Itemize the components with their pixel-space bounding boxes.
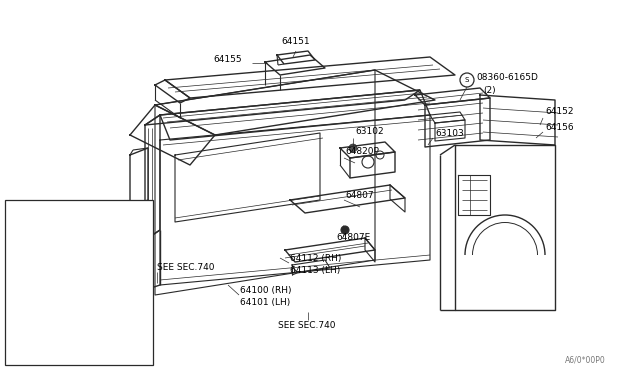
Text: S: S bbox=[465, 77, 469, 83]
Text: 64820E: 64820E bbox=[112, 288, 142, 296]
Text: 64101 (LH): 64101 (LH) bbox=[240, 298, 291, 307]
Text: 64820(B): 64820(B) bbox=[38, 270, 75, 279]
Text: 64151: 64151 bbox=[282, 38, 310, 46]
Text: 64807: 64807 bbox=[345, 190, 374, 199]
Bar bbox=[5, 200, 153, 365]
Text: 64820P: 64820P bbox=[345, 148, 379, 157]
Text: 63102: 63102 bbox=[355, 128, 383, 137]
Text: 64155: 64155 bbox=[214, 55, 243, 64]
Text: 64113 (LH): 64113 (LH) bbox=[290, 266, 340, 275]
Text: 64100 (RH): 64100 (RH) bbox=[240, 285, 291, 295]
Text: SEE SEC.740: SEE SEC.740 bbox=[157, 263, 214, 273]
Circle shape bbox=[103, 293, 107, 297]
Text: SEE SEC.740: SEE SEC.740 bbox=[278, 321, 335, 330]
Text: S: S bbox=[20, 210, 24, 216]
Text: 64152: 64152 bbox=[545, 108, 573, 116]
Text: 64156: 64156 bbox=[545, 124, 573, 132]
Circle shape bbox=[349, 144, 357, 152]
Text: (5): (5) bbox=[38, 215, 49, 224]
Text: 64112 (RH): 64112 (RH) bbox=[290, 253, 341, 263]
Text: (2): (2) bbox=[483, 86, 495, 94]
Circle shape bbox=[341, 226, 349, 234]
Text: 64807E: 64807E bbox=[336, 232, 371, 241]
Text: 08360-6165D: 08360-6165D bbox=[476, 74, 538, 83]
Text: 08363-8165G: 08363-8165G bbox=[32, 203, 86, 212]
Text: 64820(A): 64820(A) bbox=[102, 228, 139, 237]
Text: A6/0*00P0: A6/0*00P0 bbox=[565, 356, 605, 365]
Text: 63103: 63103 bbox=[435, 128, 464, 138]
